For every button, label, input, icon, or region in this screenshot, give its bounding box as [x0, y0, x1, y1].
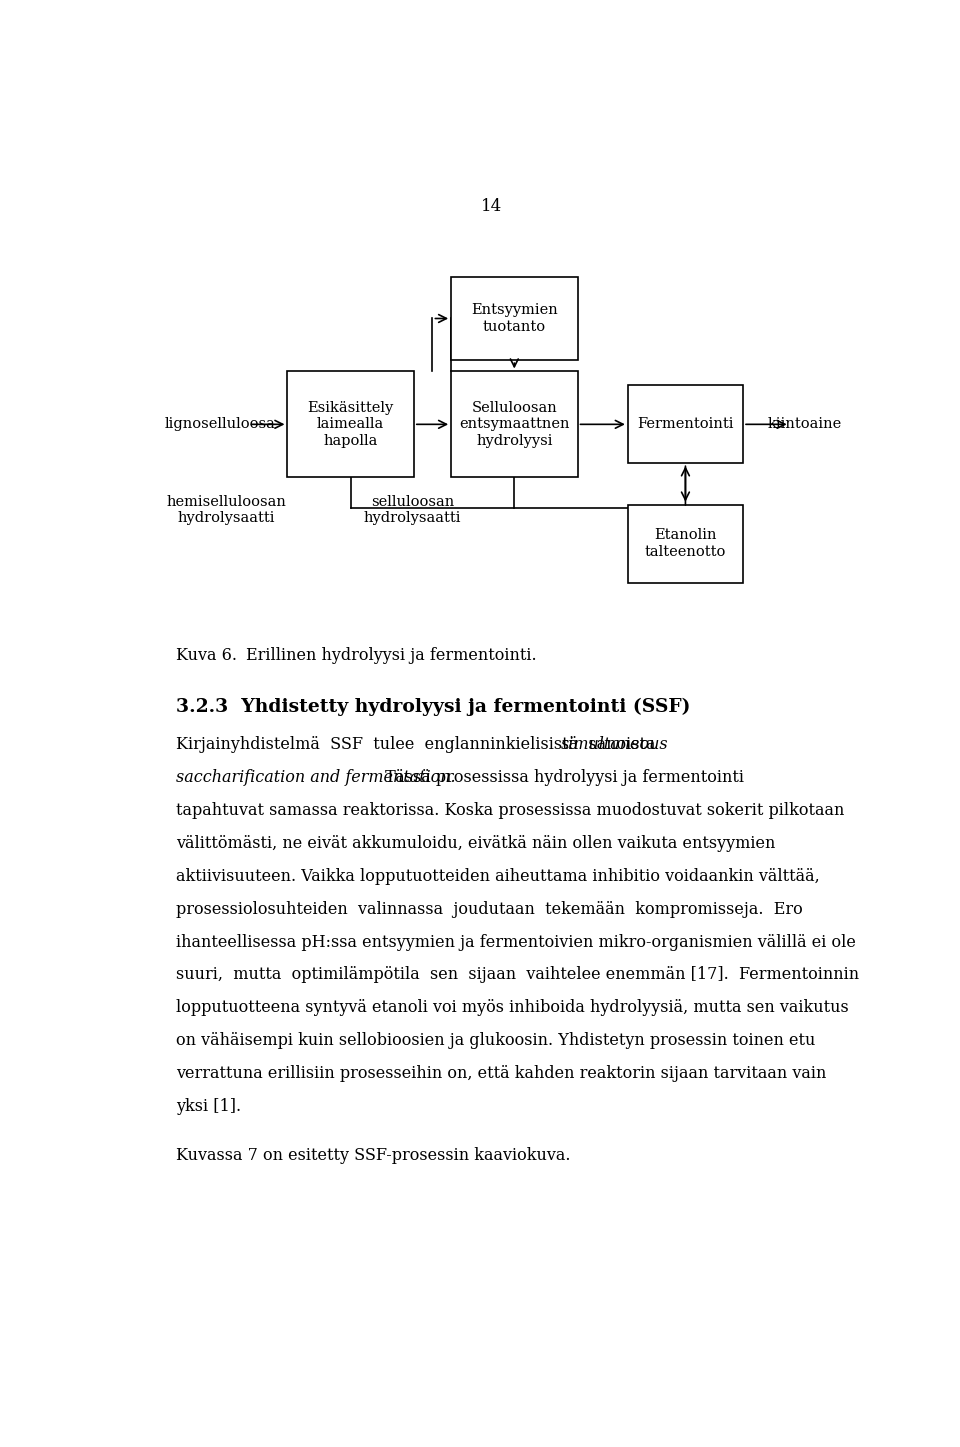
Text: prosessiolosuhteiden  valinnassa  joudutaan  tekemään  kompromisseja.  Ero: prosessiolosuhteiden valinnassa joudutaa…: [176, 900, 803, 917]
Text: ihanteellisessa pH:ssa entsyymien ja fermentoivien mikro-organismien välillä ei : ihanteellisessa pH:ssa entsyymien ja fer…: [176, 933, 855, 951]
Text: Fermentointi: Fermentointi: [637, 417, 733, 431]
Text: Tässä prosessissa hydrolyysi ja fermentointi: Tässä prosessissa hydrolyysi ja fermento…: [379, 770, 744, 786]
Text: simultaneous: simultaneous: [562, 737, 669, 754]
Text: aktiivisuuteen. Vaikka lopputuotteiden aiheuttama inhibitio voidaankin välttää,: aktiivisuuteen. Vaikka lopputuotteiden a…: [176, 868, 820, 884]
Text: kiintoaine: kiintoaine: [767, 417, 842, 431]
Bar: [628, 385, 743, 463]
Text: lopputuotteena syntyvä etanoli voi myös inhiboida hydrolyysiä, mutta sen vaikutu: lopputuotteena syntyvä etanoli voi myös …: [176, 1000, 849, 1016]
Text: tapahtuvat samassa reaktorissa. Koska prosessissa muodostuvat sokerit pilkotaan: tapahtuvat samassa reaktorissa. Koska pr…: [176, 802, 844, 819]
Bar: [451, 276, 578, 360]
Bar: [287, 372, 414, 478]
Text: Kirjainyhdistelmä  SSF  tulee  englanninkielisistä  sanoista: Kirjainyhdistelmä SSF tulee englanninkie…: [176, 737, 665, 754]
Text: lignoselluloosa: lignoselluloosa: [165, 417, 276, 431]
Text: hemiselluloosan
hydrolysaatti: hemiselluloosan hydrolysaatti: [166, 495, 286, 525]
Text: Kuva 6.: Kuva 6.: [176, 647, 237, 664]
Bar: [451, 372, 578, 478]
Text: Selluloosan
entsymaattnen
hydrolyysi: Selluloosan entsymaattnen hydrolyysi: [459, 401, 569, 447]
Text: on vähäisempi kuin sellobioosien ja glukoosin. Yhdistetyn prosessin toinen etu: on vähäisempi kuin sellobioosien ja gluk…: [176, 1032, 815, 1049]
Text: Esikäsittely
laimealla
hapolla: Esikäsittely laimealla hapolla: [307, 401, 394, 447]
Text: Kuvassa 7 on esitetty SSF-prosessin kaaviokuva.: Kuvassa 7 on esitetty SSF-prosessin kaav…: [176, 1147, 570, 1163]
Text: 14: 14: [481, 198, 503, 216]
Text: Entsyymien
tuotanto: Entsyymien tuotanto: [471, 304, 558, 334]
Bar: [628, 505, 743, 583]
Text: saccharification and fermentation.: saccharification and fermentation.: [176, 770, 455, 786]
Text: 3.2.3  Yhdistetty hydrolyysi ja fermentointi (SSF): 3.2.3 Yhdistetty hydrolyysi ja fermentoi…: [176, 697, 690, 716]
Text: selluloosan
hydrolysaatti: selluloosan hydrolysaatti: [364, 495, 461, 525]
Text: välittömästi, ne eivät akkumuloidu, eivätkä näin ollen vaikuta entsyymien: välittömästi, ne eivät akkumuloidu, eivä…: [176, 835, 775, 852]
Text: suuri,  mutta  optimilämpötila  sen  sijaan  vaihtelee enemmän [17].  Fermentoin: suuri, mutta optimilämpötila sen sijaan …: [176, 967, 859, 984]
Text: verrattuna erillisiin prosesseihin on, että kahden reaktorin sijaan tarvitaan va: verrattuna erillisiin prosesseihin on, e…: [176, 1065, 827, 1082]
Text: Erillinen hydrolyysi ja fermentointi.: Erillinen hydrolyysi ja fermentointi.: [247, 647, 537, 664]
Text: yksi [1].: yksi [1].: [176, 1098, 241, 1114]
Text: Etanolin
talteenotto: Etanolin talteenotto: [645, 528, 726, 559]
